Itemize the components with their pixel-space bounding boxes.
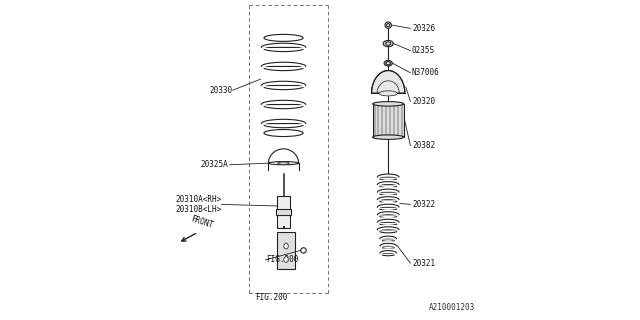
Ellipse shape bbox=[386, 62, 390, 65]
Text: 0235S: 0235S bbox=[412, 46, 435, 55]
FancyBboxPatch shape bbox=[276, 209, 291, 215]
Ellipse shape bbox=[384, 60, 392, 66]
Ellipse shape bbox=[284, 257, 288, 262]
Ellipse shape bbox=[379, 91, 397, 96]
Ellipse shape bbox=[301, 248, 306, 253]
Text: FIG.200: FIG.200 bbox=[255, 292, 287, 301]
Text: 20310A<RH>: 20310A<RH> bbox=[175, 195, 221, 204]
Ellipse shape bbox=[264, 34, 303, 41]
Text: 20310B<LH>: 20310B<LH> bbox=[175, 205, 221, 214]
Text: FRONT: FRONT bbox=[189, 215, 214, 230]
Ellipse shape bbox=[268, 162, 299, 165]
Text: FIG.200: FIG.200 bbox=[266, 255, 298, 264]
Text: 20321: 20321 bbox=[412, 259, 435, 268]
Text: A210001203: A210001203 bbox=[429, 303, 476, 312]
Ellipse shape bbox=[278, 162, 289, 164]
Text: 20326: 20326 bbox=[412, 24, 435, 33]
Text: N37006: N37006 bbox=[412, 68, 440, 77]
FancyBboxPatch shape bbox=[372, 104, 404, 137]
Ellipse shape bbox=[386, 42, 390, 45]
Text: 20322: 20322 bbox=[412, 200, 435, 209]
Text: 20325A: 20325A bbox=[200, 160, 228, 169]
Polygon shape bbox=[277, 232, 295, 269]
Ellipse shape bbox=[372, 102, 404, 106]
Ellipse shape bbox=[372, 135, 404, 140]
Ellipse shape bbox=[284, 243, 288, 249]
Text: 20320: 20320 bbox=[412, 97, 435, 106]
Text: 20382: 20382 bbox=[412, 141, 435, 150]
Ellipse shape bbox=[385, 22, 392, 28]
Ellipse shape bbox=[383, 40, 393, 47]
Polygon shape bbox=[372, 70, 405, 93]
FancyBboxPatch shape bbox=[278, 196, 289, 228]
Ellipse shape bbox=[387, 24, 390, 27]
Ellipse shape bbox=[264, 130, 303, 137]
Text: 20330: 20330 bbox=[210, 86, 233, 95]
